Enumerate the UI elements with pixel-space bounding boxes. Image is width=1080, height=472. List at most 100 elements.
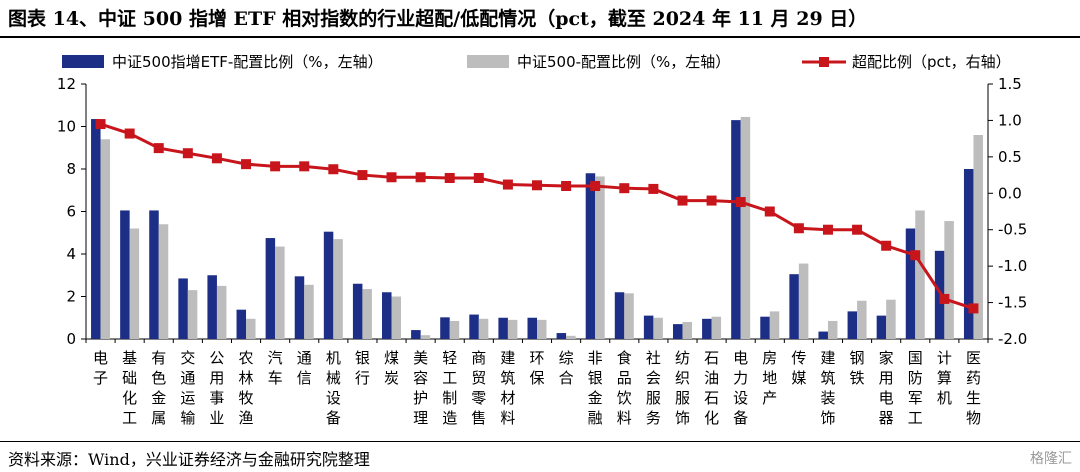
legend-marker-overweight <box>819 57 829 67</box>
bar-etf <box>905 228 916 339</box>
overweight-point <box>677 195 688 206</box>
bar-index <box>653 317 663 339</box>
bar-index <box>362 289 372 339</box>
bar-index <box>275 246 285 339</box>
category-label: 房地产 <box>762 349 777 407</box>
category-label: 有色金属 <box>151 349 166 427</box>
legend-swatch-etf <box>62 55 104 68</box>
right-tick-label: -0.5 <box>998 221 1027 239</box>
overweight-point <box>328 164 339 175</box>
bar-index <box>420 335 431 339</box>
bar-index <box>769 311 780 339</box>
right-tick-label: -2.0 <box>998 330 1027 348</box>
bar-etf <box>789 274 799 339</box>
category-label: 交通运输 <box>180 349 195 427</box>
chart: 中证500指增ETF-配置比例（%，左轴） 中证500-配置比例（%，左轴） 超… <box>57 53 1027 427</box>
right-tick-label: 1.0 <box>998 111 1022 129</box>
bar-index <box>944 221 954 339</box>
overweight-point <box>968 303 979 314</box>
category-label: 通信 <box>297 349 312 387</box>
category-label: 非银金融 <box>588 349 603 427</box>
bar-etf <box>91 119 101 339</box>
overweight-point <box>211 153 222 164</box>
overweight-point <box>619 183 630 194</box>
right-tick-label: 0.0 <box>998 184 1022 202</box>
category-label: 电力设备 <box>733 349 748 427</box>
bar-index <box>100 139 111 339</box>
overweight-line <box>95 119 979 314</box>
bar-etf <box>672 324 683 339</box>
bar-etf <box>760 316 770 339</box>
overweight-point <box>415 172 426 183</box>
overweight-point <box>124 128 135 139</box>
bar-etf <box>120 210 130 339</box>
category-label: 家用电器 <box>879 349 894 427</box>
category-label: 美容护理 <box>413 349 428 427</box>
bar-index <box>478 318 489 339</box>
category-label: 银行 <box>355 349 370 387</box>
category-label: 商贸零售 <box>471 349 486 427</box>
bar-etf <box>556 333 567 339</box>
overweight-point <box>473 172 484 183</box>
category-label: 建筑材料 <box>500 349 515 427</box>
right-tick-label: 1.5 <box>998 75 1022 93</box>
category-label: 公用事业 <box>209 349 224 427</box>
category-label: 纺织服饰 <box>675 349 690 427</box>
overweight-line-path <box>100 122 974 310</box>
bar-etf <box>440 317 450 339</box>
left-tick-label: 6 <box>66 203 76 221</box>
category-label: 计算机 <box>937 349 952 407</box>
category-label: 农林牧渔 <box>239 349 254 427</box>
overweight-point <box>648 183 659 194</box>
legend-swatch-index <box>467 55 509 68</box>
bar-etf <box>323 231 334 339</box>
bar-etf <box>207 275 217 339</box>
overweight-point <box>852 224 863 235</box>
overweight-point <box>881 240 892 251</box>
category-label: 综合 <box>559 349 574 387</box>
bar-index <box>129 228 140 339</box>
overweight-point <box>270 161 281 172</box>
overweight-point <box>735 197 746 208</box>
category-label: 传媒 <box>791 349 806 387</box>
overweight-point <box>939 293 950 304</box>
category-label: 基础化工 <box>122 349 137 427</box>
category-label: 机械设备 <box>326 349 341 427</box>
bar-index <box>915 210 925 339</box>
source-note: 资料来源：Wind，兴业证券经济与金融研究院整理 <box>8 450 370 469</box>
bar-etf <box>469 314 479 339</box>
category-label: 汽车 <box>268 349 283 387</box>
left-tick-label: 12 <box>57 75 76 93</box>
legend: 中证500指增ETF-配置比例（%，左轴） 中证500-配置比例（%，左轴） 超… <box>62 53 1011 71</box>
bar-etf <box>643 315 654 339</box>
overweight-point <box>444 172 455 183</box>
bar-index <box>246 318 256 339</box>
bar-index <box>682 322 692 339</box>
bar-index <box>566 335 576 339</box>
bar-index <box>973 135 983 339</box>
category-label: 环保 <box>529 349 544 387</box>
category-label: 国防军工 <box>908 349 923 427</box>
bar-index <box>449 320 460 339</box>
legend-label-overweight: 超配比例（pct，右轴） <box>852 53 1011 71</box>
overweight-point <box>182 148 193 159</box>
bar-index <box>333 239 343 339</box>
title-divider <box>0 36 1080 38</box>
overweight-point <box>357 170 368 181</box>
category-label: 电子 <box>93 349 108 387</box>
category-label: 石油石化 <box>704 349 719 427</box>
bar-etf <box>614 292 625 339</box>
bar-index <box>507 319 518 339</box>
category-label: 医药生物 <box>966 349 981 427</box>
left-tick-label: 8 <box>66 160 76 178</box>
footer-divider <box>0 441 1080 442</box>
bar-etf <box>963 169 974 339</box>
overweight-point <box>299 161 310 172</box>
bar-etf <box>149 210 159 339</box>
chart-title: 图表 14、中证 500 指增 ETF 相对指数的行业超配/低配情况（pct，截… <box>8 8 868 30</box>
bar-index <box>886 299 896 339</box>
bar-index <box>187 290 198 339</box>
bar-etf <box>382 292 392 339</box>
category-label: 钢铁 <box>850 349 865 387</box>
overweight-point <box>532 180 542 191</box>
